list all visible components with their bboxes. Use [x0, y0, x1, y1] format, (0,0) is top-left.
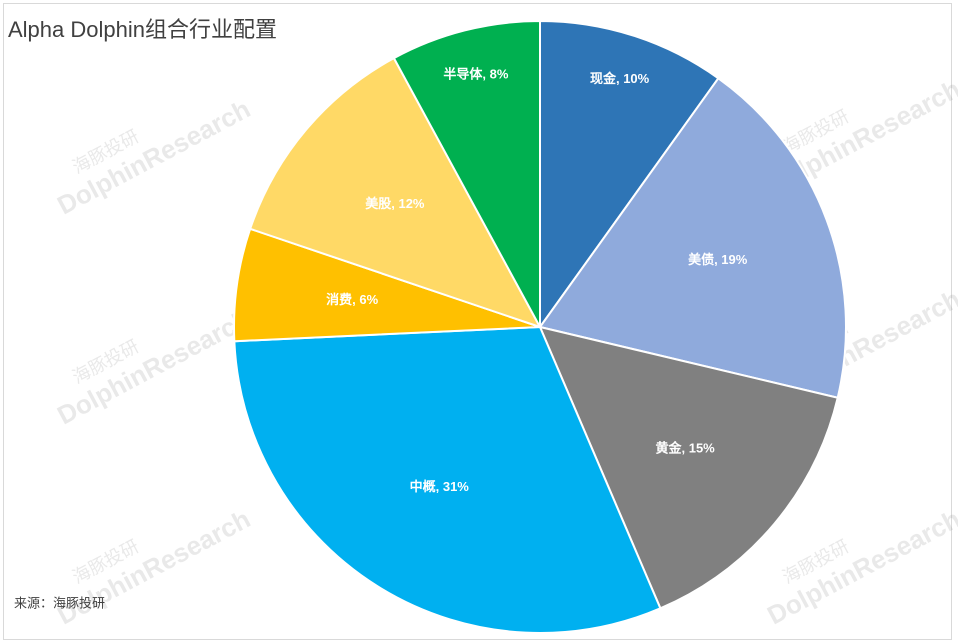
pie-slice — [539, 19, 720, 331]
data-label: 中概, 31% — [410, 479, 470, 494]
data-label: 消费, 6% — [326, 292, 378, 307]
pie-slice — [233, 325, 662, 634]
data-label: 美股, 12% — [365, 196, 425, 211]
data-label: 黄金, 15% — [655, 441, 715, 456]
data-label: 美债, 19% — [688, 252, 748, 267]
pie: 现金, 10% 美债, 19% 黄金, 15% 中概, 31% 消费, 6% 美股, 12… — [233, 19, 847, 634]
pie-slice — [248, 56, 543, 329]
pie-slice — [538, 76, 847, 399]
source-note: 来源：海豚投研 — [14, 595, 105, 610]
data-label: 半导体, 8% — [443, 66, 508, 81]
pie-slice — [392, 19, 541, 328]
chart-title: Alpha Dolphin组合行业配置 — [8, 17, 277, 42]
pie-slice — [538, 325, 839, 610]
data-label: 现金, 10% — [590, 71, 650, 86]
